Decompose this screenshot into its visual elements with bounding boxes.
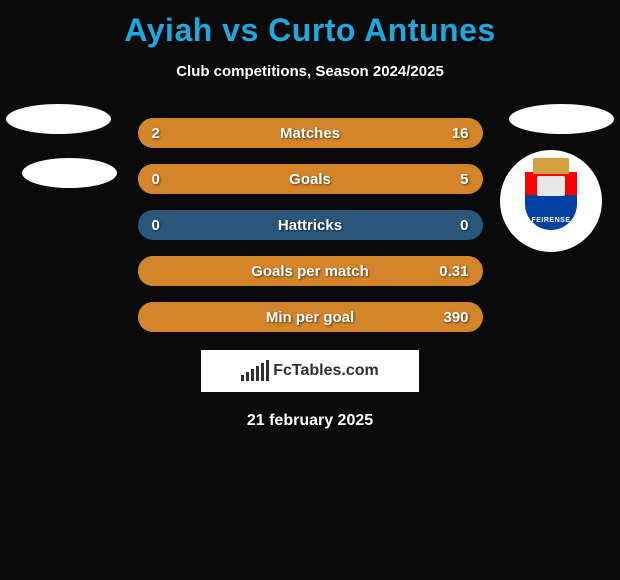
stat-value-right: 0	[460, 217, 468, 234]
branding-box: FcTables.com	[201, 350, 419, 392]
bar-icon	[256, 366, 259, 381]
stat-row: 0 0 Hattricks	[138, 210, 483, 240]
bar-icon	[246, 372, 249, 381]
stat-label: Hattricks	[278, 217, 342, 234]
page-title: Ayiah vs Curto Antunes	[0, 0, 620, 49]
stat-value-left: 0	[152, 217, 160, 234]
player-right-avatar-placeholder	[509, 104, 614, 134]
castle-icon	[537, 176, 565, 196]
stat-label: Matches	[280, 125, 340, 142]
player-right-club-badge: FEIRENSE	[500, 150, 602, 252]
stat-label: Min per goal	[266, 309, 354, 326]
bar-icon	[266, 360, 269, 381]
bar-icon	[251, 369, 254, 381]
stats-area: FEIRENSE 2 16 Matches 0 5 Goals 0 0 Hattricks 0.3…	[0, 118, 620, 332]
branding-text: FcTables.com	[273, 362, 379, 380]
stat-value-right: 0.31	[439, 263, 468, 280]
date: 21 february 2025	[0, 412, 620, 430]
stat-value-left: 2	[152, 125, 160, 142]
stat-value-left: 0	[152, 171, 160, 188]
stat-value-right: 390	[443, 309, 468, 326]
stat-row: 0.31 Goals per match	[138, 256, 483, 286]
club-name: FEIRENSE	[531, 217, 570, 224]
bar-icon	[241, 375, 244, 381]
stat-row: 390 Min per goal	[138, 302, 483, 332]
stat-label: Goals	[289, 171, 331, 188]
bar-icon	[261, 363, 264, 381]
stat-value-right: 5	[460, 171, 468, 188]
stat-row: 2 16 Matches	[138, 118, 483, 148]
subtitle: Club competitions, Season 2024/2025	[0, 63, 620, 80]
stat-label: Goals per match	[251, 263, 369, 280]
player-left-club-placeholder	[22, 158, 117, 188]
player-left-avatar-placeholder	[6, 104, 111, 134]
stat-value-right: 16	[452, 125, 469, 142]
stat-row: 0 5 Goals	[138, 164, 483, 194]
bars-icon	[241, 361, 269, 381]
crest-icon: FEIRENSE	[525, 172, 577, 230]
